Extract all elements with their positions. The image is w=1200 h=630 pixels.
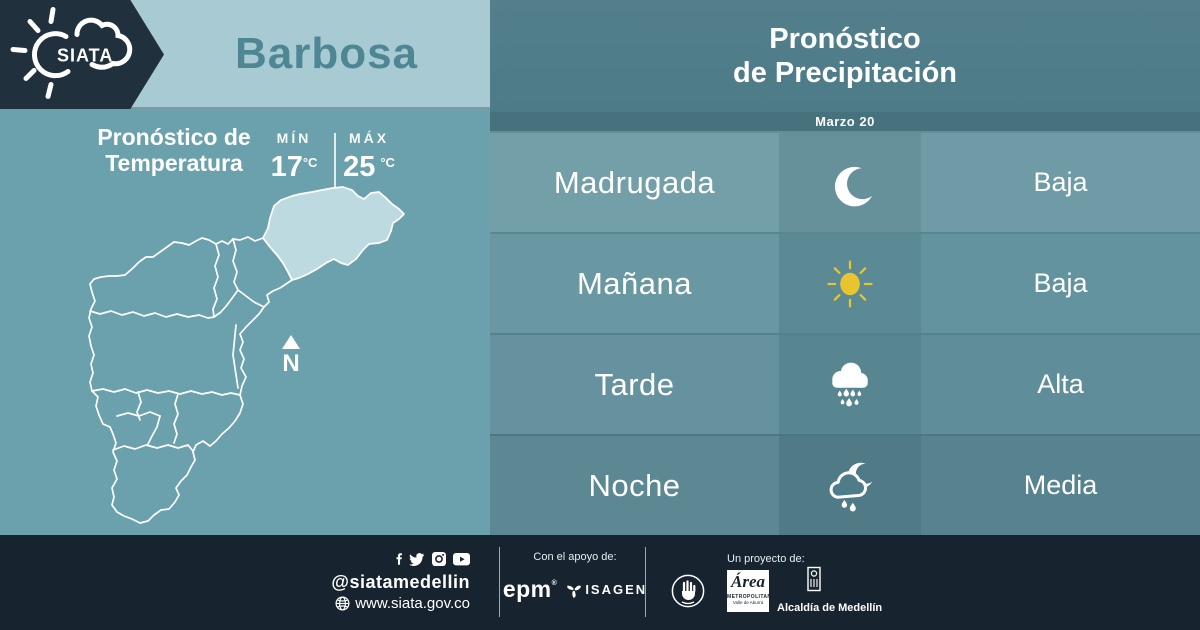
max-unit: °C	[380, 155, 395, 170]
moon-icon	[779, 133, 921, 232]
level-value: Alta	[1037, 369, 1084, 399]
forecast-row-tarde: Tarde Alta	[490, 333, 1200, 434]
temperature-title: Pronóstico de Temperatura	[88, 124, 260, 176]
youtube-icon[interactable]	[453, 552, 470, 566]
university-hand-seal-icon	[671, 574, 705, 608]
twitter-icon[interactable]	[408, 552, 425, 567]
min-temperature: MÍN 17°C	[263, 130, 325, 184]
registered-mark: ®	[551, 580, 558, 587]
max-label: MÁX	[348, 130, 390, 146]
project-label: Un proyecto de:	[727, 553, 805, 565]
alcaldia-label: Alcaldía de Medellín	[777, 602, 883, 614]
footer: @siatamedellin www.siata.gov.co Con el a…	[0, 535, 1200, 630]
municipality-title: Barbosa	[234, 28, 419, 78]
area-logo-script: Área	[731, 572, 765, 591]
period-label: Madrugada	[490, 133, 779, 232]
instagram-icon[interactable]	[431, 551, 447, 567]
facebook-icon[interactable]	[393, 551, 402, 567]
sun-icon	[779, 234, 921, 333]
min-label: MÍN	[276, 130, 312, 146]
temperature-title-line1: Pronóstico de	[97, 124, 251, 150]
temperature-panel: N Pronóstico de Temperatura MÍN 17°C MÁX…	[0, 110, 490, 535]
siata-logo-text: SIATA	[57, 46, 113, 66]
siata-sun-cloud-icon: SIATA	[10, 7, 133, 99]
max-temperature: MÁX 25 °C	[338, 130, 400, 184]
globe-icon	[335, 596, 350, 611]
alcaldia-emblem-icon	[807, 566, 821, 592]
night-rain-icon	[779, 436, 921, 535]
max-value: 25	[343, 151, 376, 183]
siata-logo-block: SIATA	[0, 0, 164, 109]
forecast-row-noche: Noche Media	[490, 434, 1200, 535]
period-label: Tarde	[490, 335, 779, 434]
isagen-pinwheel-icon	[567, 585, 582, 598]
area-metropolitana-logo: Área METROPOLITANA Valle de Aburrá	[727, 570, 769, 612]
level-value: Media	[1023, 470, 1098, 500]
map-outer-boundary	[88, 236, 293, 524]
isagen-label: ISAGEN	[585, 582, 648, 597]
support-block: Con el apoyo de: epm® ISAGEN	[502, 551, 647, 603]
north-arrow-icon: N	[282, 335, 300, 377]
temperature-title-line2: Temperatura	[105, 150, 243, 176]
region-map: N	[88, 186, 405, 524]
min-value: 17	[270, 151, 303, 183]
level-value: Baja	[1033, 167, 1088, 197]
map-barbosa-highlight	[262, 186, 405, 281]
footer-divider	[499, 547, 500, 617]
rain-cloud-icon	[779, 335, 921, 434]
social-icons	[393, 551, 470, 567]
forecast-row-madrugada: Madrugada Baja	[490, 131, 1200, 232]
epm-logo: epm®	[502, 576, 558, 602]
precipitation-title: Pronóstico de Precipitación	[490, 0, 1200, 112]
social-handle[interactable]: @siatamedellin	[331, 572, 470, 592]
forecast-date: Marzo 20	[490, 112, 1200, 131]
period-label: Mañana	[490, 234, 779, 333]
min-unit: °C	[302, 155, 318, 170]
level-value: Baja	[1033, 268, 1088, 298]
map-internal-borders	[89, 238, 265, 452]
footer-divider	[645, 547, 646, 617]
support-label: Con el apoyo de:	[533, 551, 617, 563]
area-logo-line2: Valle de Aburrá	[732, 600, 764, 605]
precipitation-title-line2: de Precipitación	[732, 57, 957, 89]
minmax-divider	[334, 133, 336, 187]
website-row[interactable]: www.siata.gov.co	[335, 595, 470, 612]
precipitation-title-line1: Pronóstico	[769, 23, 921, 55]
precipitation-panel: Pronóstico de Precipitación Marzo 20 Mad…	[490, 0, 1200, 535]
period-label: Noche	[490, 436, 779, 535]
north-label: N	[282, 350, 299, 377]
forecast-row-manana: Mañana Baja	[490, 232, 1200, 333]
isagen-logo: ISAGEN	[566, 582, 647, 598]
website-url: www.siata.gov.co	[355, 595, 470, 612]
area-logo-line1: METROPOLITANA	[727, 594, 769, 600]
